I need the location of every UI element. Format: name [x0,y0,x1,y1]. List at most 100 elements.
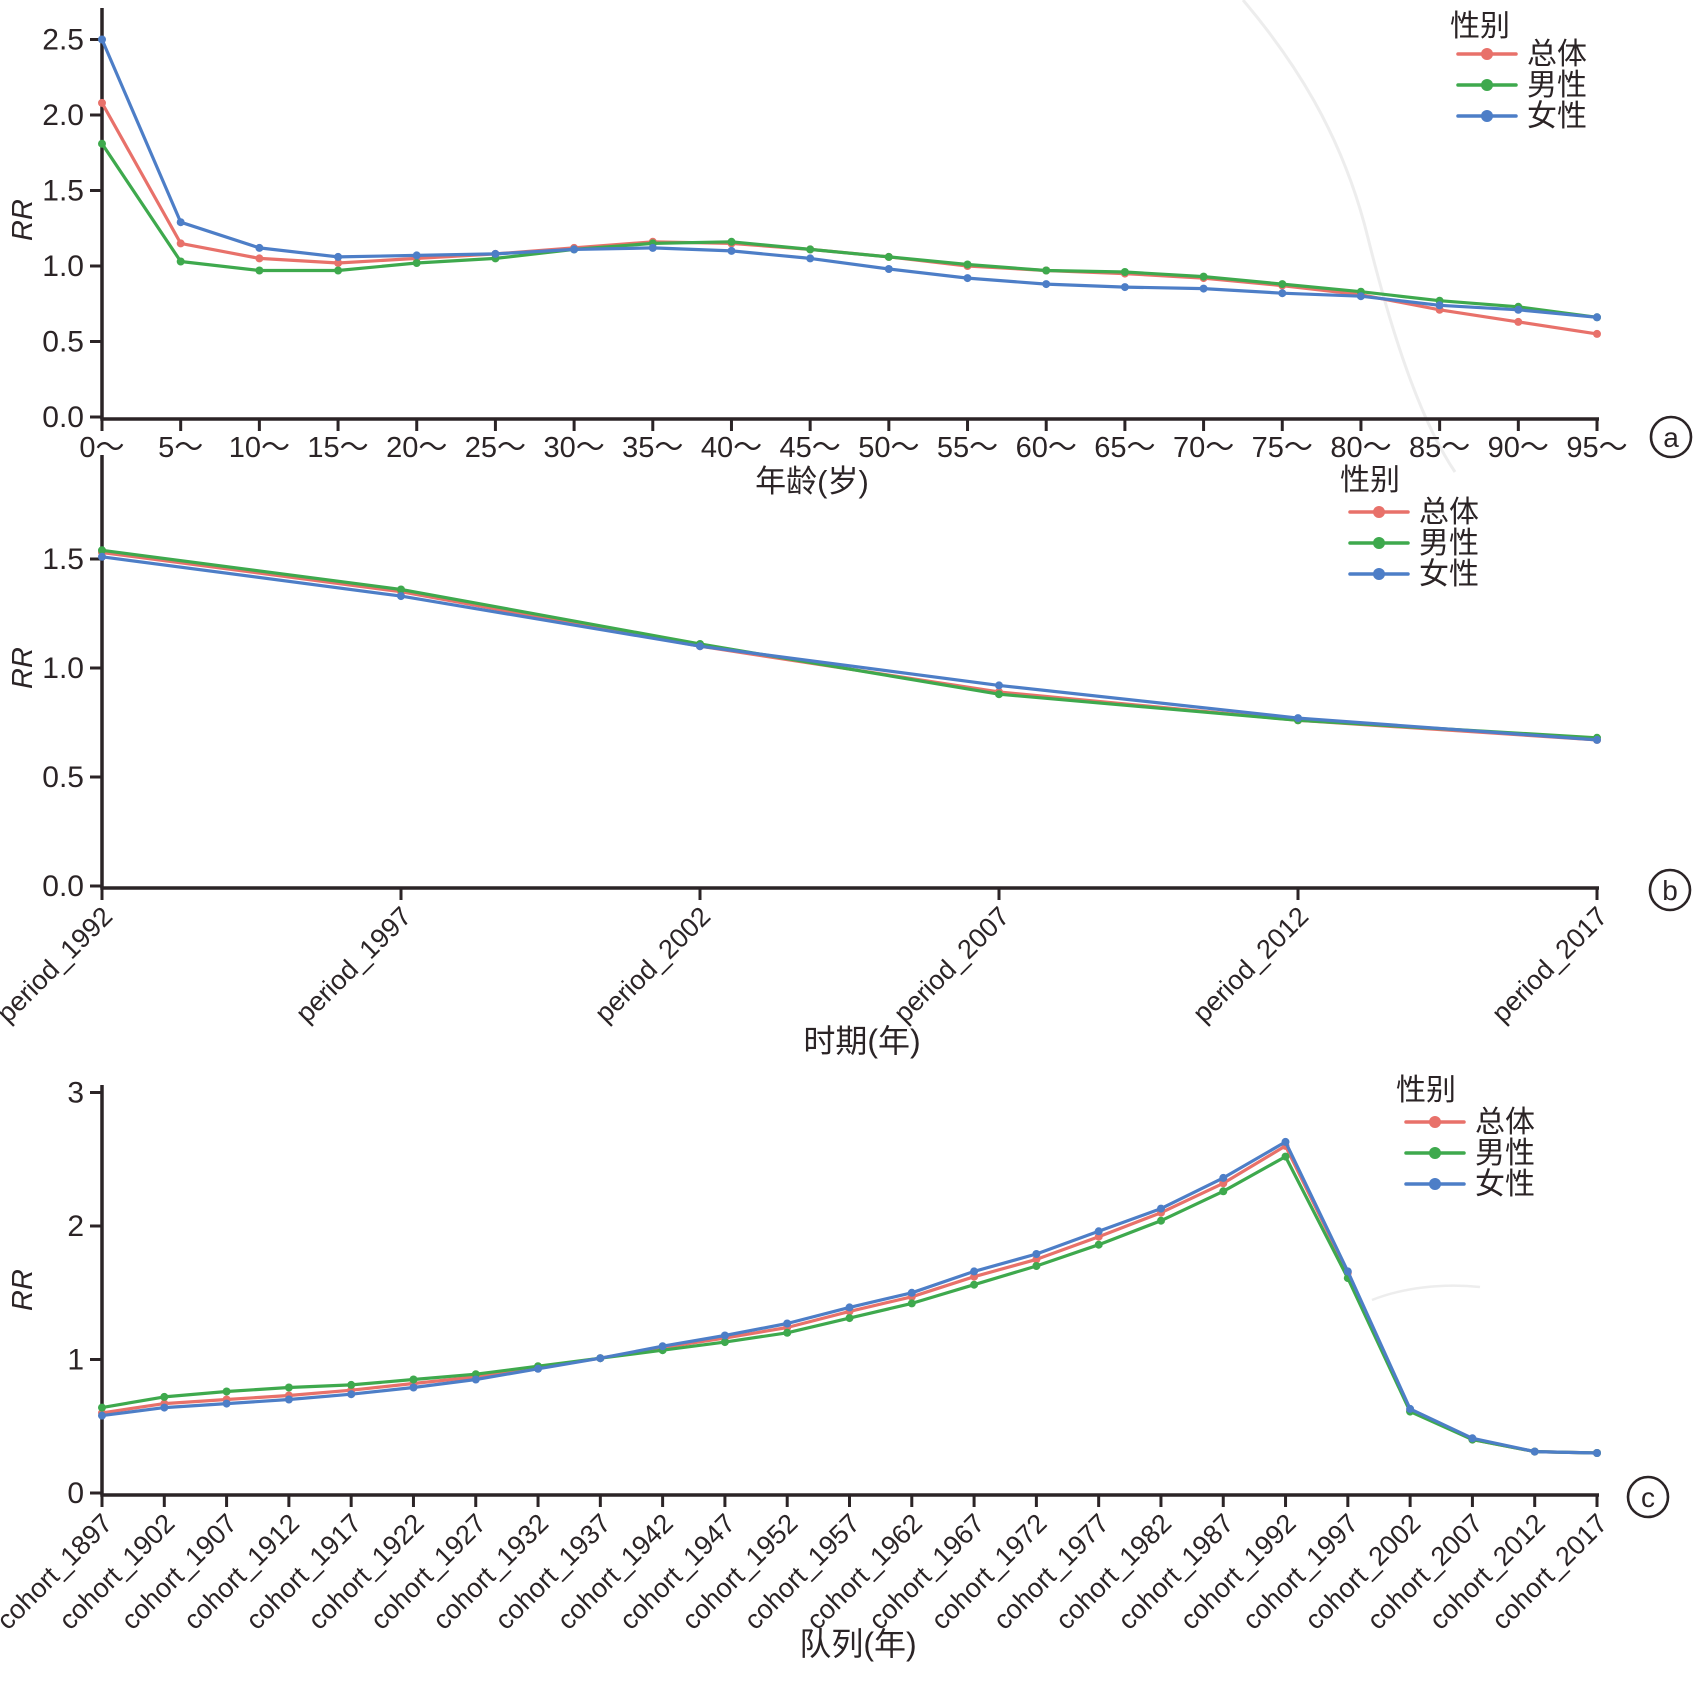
chart-a-series-male-point [176,257,185,266]
chart-a-y-tick-label: 1.0 [42,250,84,283]
chart-c-series-male-point [720,1338,729,1347]
chart-a-y-tick-label: 2.5 [42,24,84,57]
chart-a-series-female-point [963,274,972,283]
chart-b-series-male-line [100,548,1599,740]
chart-b-x-tick-label: period_1997 [290,901,417,1028]
chart-c-panel-label: c [1641,1482,1655,1513]
chart-a-series-female-point [334,252,343,261]
watermark-arc [1241,0,1457,473]
chart-b-series-male-point [98,546,106,555]
chart-c-series-female-point [970,1267,979,1276]
chart-a-series-male-point [727,237,736,246]
chart-c-series-female-point [1032,1250,1041,1258]
chart-a-series-male-point [98,139,106,148]
chart-c-series-male-point [1032,1262,1041,1270]
chart-a-series-female-point [570,245,579,254]
chart-a-series-female-point [727,246,736,255]
chart-c-legend-item-male-label: 男性 [1475,1137,1535,1170]
chart-c-series-female-point [471,1375,480,1384]
chart-b-series-female-point [98,552,106,561]
chart-a-series-male-point [884,252,893,261]
chart-b-y-tick-label: 0.0 [42,870,84,903]
chart-a-x-tick-label: 80～ [1330,432,1391,464]
chart-b-legend-item-female-label: 女性 [1419,558,1479,591]
chart-a-series-female-point [1356,292,1365,301]
chart-c-series-female-point [720,1331,729,1340]
chart-a-x-tick-label: 75～ [1252,432,1313,464]
chart-c-legend-key-male-marker [1429,1147,1441,1159]
chart-c-series-female-point [1281,1137,1290,1146]
chart-b-x-tick-label: period_2017 [1486,901,1613,1028]
chart-a-legend-title: 性别 [1450,10,1510,43]
chart-a-legend-key-overall-marker [1481,48,1493,60]
chart-c-series-female-point [1593,1449,1601,1457]
chart-b-x-tick-label: period_2002 [589,901,716,1028]
chart-c-legend-item-overall-label: 总体 [1475,1106,1535,1139]
chart-a-legend-key-male-marker [1481,79,1493,91]
chart-a-series-male-point [334,266,343,275]
chart-c-series-male-point [907,1299,916,1308]
chart-c-series-female-point [1219,1173,1228,1182]
chart-a-x-tick-label: 95～ [1566,432,1627,464]
chart-a-series-male-point [806,245,815,254]
chart-a-x-tick-label: 30～ [543,432,604,464]
chart-a-x-tick-label: 15～ [307,432,368,464]
chart-a-series-overall-point [1514,317,1523,326]
chart-a-series-male-point [255,266,264,275]
chart-b-y-tick-label: 1.5 [42,543,84,576]
chart-c-series-female-line [100,1140,1599,1455]
chart-c-series-female-point [1157,1204,1165,1213]
chart-a-panel-label: a [1663,422,1679,453]
chart-a-series-female-point [884,265,893,273]
chart-c-series-female-point [98,1411,106,1420]
chart-c-y-tick-label: 0 [67,1477,84,1510]
chart-a-x-tick-label: 35～ [622,432,683,464]
chart-a-x-tick-label: 50～ [858,432,919,464]
chart-b-legend-key-overall-marker [1373,506,1385,518]
chart-a-y-tick-label: 0.0 [42,401,84,434]
chart-a-panel-circle [1649,415,1693,459]
chart-b-series-female-point [1294,714,1302,723]
chart-b-legend-item-male-label: 男性 [1419,527,1479,560]
chart-c-series-male-point [845,1314,854,1323]
chart-a-series-female-point [1042,280,1051,289]
chart-a-x-tick-label: 85～ [1409,432,1470,464]
chart-c-series-female-point [222,1399,231,1408]
chart-b-legend-key-female-marker [1373,568,1385,580]
chart-a-series-female-point [176,218,185,227]
chart-c-series-female-point [658,1342,667,1351]
chart-a-series-male-point [1120,268,1129,276]
chart-a-series-female-point [1514,305,1523,314]
chart-c-series-female-point [1094,1227,1103,1236]
chart-a-x-tick-label: 5～ [158,432,203,464]
chart-b-legend-item-overall-label: 总体 [1419,496,1479,529]
chart-c-series-female [98,1137,1601,1457]
chart-a-series-male-line [100,142,1599,319]
chart-a-x-tick-label: 90～ [1488,432,1549,464]
chart-c-series-female-point [783,1319,792,1328]
chart-a-x-tick-label: 65～ [1094,432,1155,464]
chart-c-x-axis-title: 队列(年) [799,1626,916,1662]
chart-a-series-male-point [1278,280,1287,289]
chart-a-y-tick-label: 2.0 [42,99,84,132]
chart-c-series-male-point [98,1403,106,1412]
chart-a-x-axis-title: 年龄(岁) [755,464,869,499]
chart-a-series-female-point [1435,301,1444,310]
chart-a-series-female-point [648,243,657,252]
chart-c-series-male-point [783,1328,792,1337]
chart-a-legend-item-male-label: 男性 [1527,69,1587,102]
chart-c-series-female-point [409,1383,418,1392]
chart-c-series-male-point [1157,1216,1165,1225]
chart-c-y-tick-label: 3 [67,1077,84,1110]
chart-a-series-female-line [100,37,1599,319]
chart-c-y-tick-label: 2 [67,1210,84,1243]
chart-a-series-overall-point [1593,329,1601,338]
chart-a-series-female-point [1120,283,1129,292]
chart-c-series-female-point [596,1354,605,1363]
chart-b-legend-key-male-marker [1373,537,1385,549]
chart-a-x-tick-label: 45～ [780,432,841,464]
chart-b-series-female [98,552,1601,744]
